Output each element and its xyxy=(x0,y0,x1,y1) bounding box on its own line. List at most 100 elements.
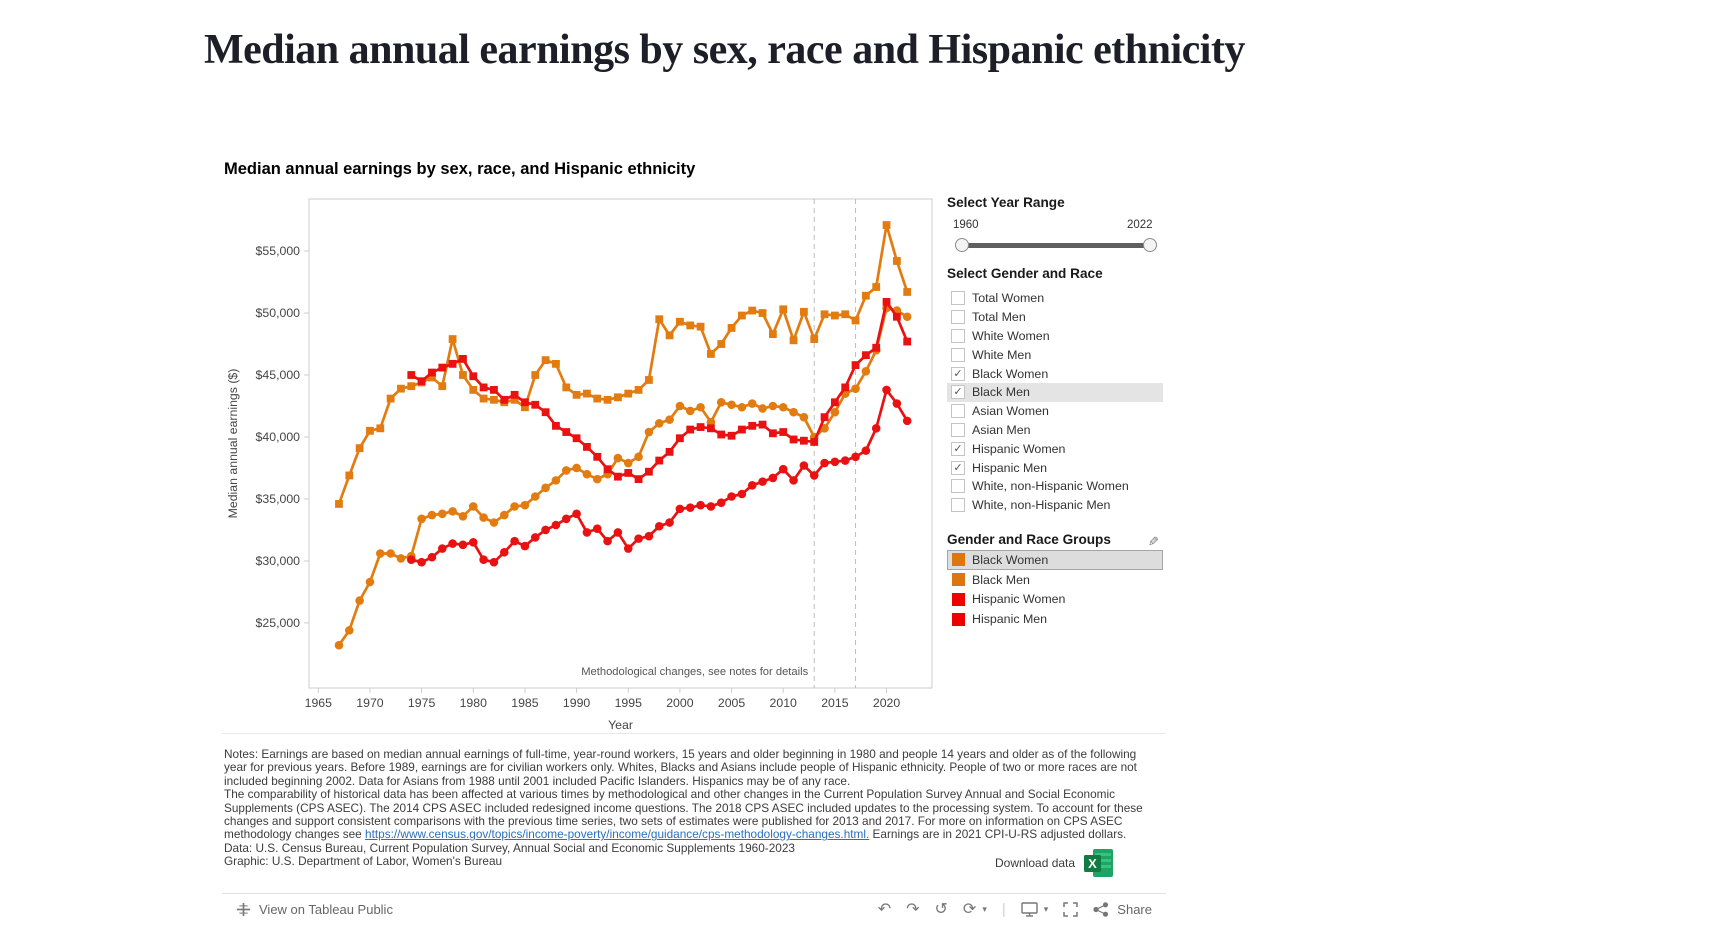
data-point[interactable] xyxy=(428,373,436,382)
data-point[interactable] xyxy=(406,555,416,565)
data-point[interactable] xyxy=(872,343,881,352)
data-point[interactable] xyxy=(716,397,726,407)
data-point[interactable] xyxy=(676,317,684,326)
data-point[interactable] xyxy=(902,416,912,426)
checkbox-icon[interactable] xyxy=(951,291,965,306)
data-point[interactable] xyxy=(882,297,891,306)
gender-race-option[interactable]: Black Men xyxy=(947,382,1163,402)
data-point[interactable] xyxy=(437,509,447,519)
data-point[interactable] xyxy=(603,395,612,404)
data-point[interactable] xyxy=(345,471,354,480)
data-point[interactable] xyxy=(552,421,560,430)
gender-race-option[interactable]: White, non-Hispanic Women xyxy=(947,477,1163,496)
data-point[interactable] xyxy=(623,458,633,468)
data-point[interactable] xyxy=(737,402,747,412)
data-point[interactable] xyxy=(892,399,902,408)
data-point[interactable] xyxy=(592,474,602,484)
data-point[interactable] xyxy=(768,401,778,411)
data-point[interactable] xyxy=(490,385,498,394)
data-point[interactable] xyxy=(645,467,653,476)
data-point[interactable] xyxy=(583,443,591,451)
gender-race-option[interactable]: White, non-Hispanic Men xyxy=(947,496,1163,515)
data-point[interactable] xyxy=(748,421,757,430)
view-on-tableau-public[interactable]: View on Tableau Public xyxy=(236,902,393,917)
data-point[interactable] xyxy=(675,401,685,411)
data-point[interactable] xyxy=(479,394,488,403)
data-point[interactable] xyxy=(851,316,860,325)
data-point[interactable] xyxy=(541,356,550,365)
data-point[interactable] xyxy=(417,514,426,524)
checkbox-icon[interactable] xyxy=(951,366,965,381)
data-point[interactable] xyxy=(572,390,581,399)
data-point[interactable] xyxy=(851,452,860,462)
data-point[interactable] xyxy=(469,372,478,381)
gender-race-option[interactable]: Hispanic Men xyxy=(947,458,1163,477)
legend-item[interactable]: Black Women xyxy=(947,550,1163,570)
data-point[interactable] xyxy=(510,502,519,511)
data-point[interactable] xyxy=(799,461,809,470)
data-point[interactable] xyxy=(872,283,881,291)
data-point[interactable] xyxy=(841,310,850,319)
data-point[interactable] xyxy=(593,394,602,403)
data-point[interactable] xyxy=(707,350,715,358)
data-point[interactable] xyxy=(510,395,519,404)
data-point[interactable] xyxy=(778,402,788,412)
data-point[interactable] xyxy=(479,555,488,565)
gender-race-option[interactable]: White Women xyxy=(947,327,1163,346)
data-point[interactable] xyxy=(851,361,860,369)
data-point[interactable] xyxy=(809,471,819,480)
data-point[interactable] xyxy=(623,544,633,553)
fullscreen-icon[interactable] xyxy=(1063,902,1079,917)
data-point[interactable] xyxy=(427,552,437,562)
data-point[interactable] xyxy=(820,413,829,422)
data-point[interactable] xyxy=(552,359,560,368)
data-point[interactable] xyxy=(841,383,850,392)
data-point[interactable] xyxy=(510,536,519,546)
data-point[interactable] xyxy=(758,309,767,317)
series-black-women[interactable] xyxy=(334,303,912,650)
data-point[interactable] xyxy=(727,431,736,440)
data-point[interactable] xyxy=(407,382,416,391)
data-point[interactable] xyxy=(851,384,860,393)
checkbox-icon[interactable] xyxy=(951,460,965,475)
data-point[interactable] xyxy=(490,395,498,404)
year-range-slider-track[interactable] xyxy=(962,243,1148,248)
gender-race-option[interactable]: Total Men xyxy=(947,308,1163,327)
data-point[interactable] xyxy=(902,312,912,322)
data-point[interactable] xyxy=(468,502,478,511)
data-point[interactable] xyxy=(789,435,798,444)
data-point[interactable] xyxy=(665,518,674,527)
data-point[interactable] xyxy=(861,291,870,300)
data-point[interactable] xyxy=(355,596,364,605)
data-point[interactable] xyxy=(758,420,767,429)
data-point[interactable] xyxy=(624,389,633,398)
data-point[interactable] xyxy=(572,434,581,443)
data-point[interactable] xyxy=(572,509,581,519)
data-point[interactable] xyxy=(458,512,468,521)
checkbox-icon[interactable] xyxy=(951,328,965,343)
data-point[interactable] xyxy=(572,463,581,473)
data-point[interactable] xyxy=(583,389,591,398)
data-point[interactable] xyxy=(820,424,829,433)
data-point[interactable] xyxy=(386,549,395,558)
data-point[interactable] xyxy=(417,557,426,567)
data-point[interactable] xyxy=(665,415,674,424)
data-point[interactable] xyxy=(779,305,788,314)
data-point[interactable] xyxy=(758,477,767,486)
data-point[interactable] xyxy=(810,438,819,446)
data-point[interactable] xyxy=(830,457,840,467)
data-point[interactable] xyxy=(448,507,457,516)
legend-item[interactable]: Black Men xyxy=(947,570,1163,590)
data-point[interactable] xyxy=(510,390,519,399)
data-point[interactable] xyxy=(375,549,385,558)
data-point[interactable] xyxy=(417,377,426,386)
data-point[interactable] xyxy=(592,524,602,534)
data-point[interactable] xyxy=(820,458,829,468)
data-point[interactable] xyxy=(717,430,726,439)
data-point[interactable] xyxy=(530,492,540,501)
data-point[interactable] xyxy=(696,500,705,510)
data-point[interactable] xyxy=(686,321,695,330)
gender-race-option[interactable]: Asian Women xyxy=(947,402,1163,421)
data-point[interactable] xyxy=(717,340,726,348)
data-point[interactable] xyxy=(428,368,436,377)
